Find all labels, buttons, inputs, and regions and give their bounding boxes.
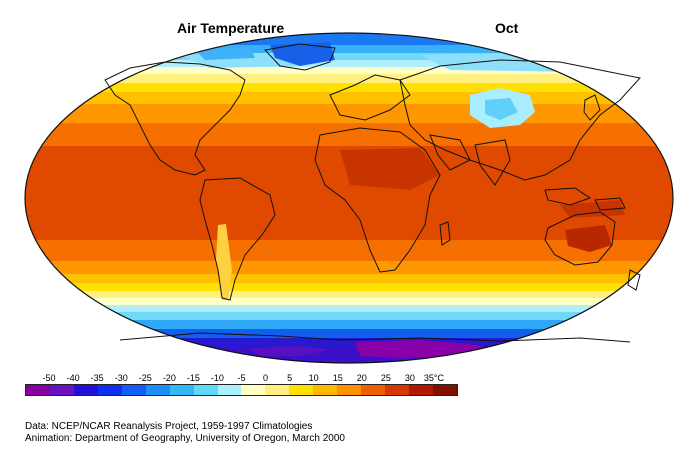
temperature-field <box>25 33 673 363</box>
legend-swatch <box>73 385 98 395</box>
legend-swatch <box>432 385 457 395</box>
legend-tick-label: 25 <box>380 373 391 383</box>
legend-swatch <box>169 385 194 395</box>
legend-tick-label: -30 <box>114 373 128 383</box>
map-title: Air Temperature <box>177 20 285 36</box>
legend-swatch <box>97 385 122 395</box>
continent-outlines <box>104 43 641 343</box>
legend-tick-label: 10 <box>308 373 319 383</box>
legend-tick-label: -10 <box>210 373 224 383</box>
legend-swatch <box>313 385 338 395</box>
legend-swatch <box>121 385 146 395</box>
legend-tick-label: 20 <box>356 373 367 383</box>
globe-outline <box>24 32 674 364</box>
month-label: Oct <box>495 20 519 36</box>
legend-swatch <box>241 385 266 395</box>
legend-swatch <box>49 385 74 395</box>
data-credit: Data: NCEP/NCAR Reanalysis Project, 1959… <box>25 421 313 432</box>
legend-tick-label: -25 <box>138 373 152 383</box>
legend-tick-label: 15 <box>332 373 343 383</box>
legend-swatch <box>145 385 170 395</box>
legend-tick-label: 35°C <box>423 373 444 383</box>
legend-swatch <box>193 385 218 395</box>
legend-tick-label: -35 <box>90 373 104 383</box>
legend-tick-label: -50 <box>42 373 56 383</box>
legend-swatch <box>217 385 242 395</box>
color-scale-bar <box>25 384 458 396</box>
legend-swatch <box>385 385 409 395</box>
legend-labels: -50 -40 -35 -30 -25 -20 -15 -10 -5 0 5 10 15 20 25 30 35… <box>25 372 460 384</box>
legend-tick-label: -20 <box>162 373 176 383</box>
legend-swatch <box>265 385 290 395</box>
legend-tick-label: 5 <box>287 373 293 383</box>
legend-swatch <box>289 385 314 395</box>
legend-swatch <box>337 385 362 395</box>
legend-tick-label: 0 <box>263 373 269 383</box>
animation-credit: Animation: Department of Geography, Univ… <box>25 433 345 444</box>
legend-swatch <box>361 385 386 395</box>
legend-tick-label: -15 <box>186 373 200 383</box>
legend-swatch <box>26 385 50 395</box>
legend-swatch <box>409 385 433 395</box>
legend-tick-label: -40 <box>66 373 80 383</box>
legend-tick-label: -5 <box>237 373 246 383</box>
legend-tick-label: 30 <box>404 373 415 383</box>
